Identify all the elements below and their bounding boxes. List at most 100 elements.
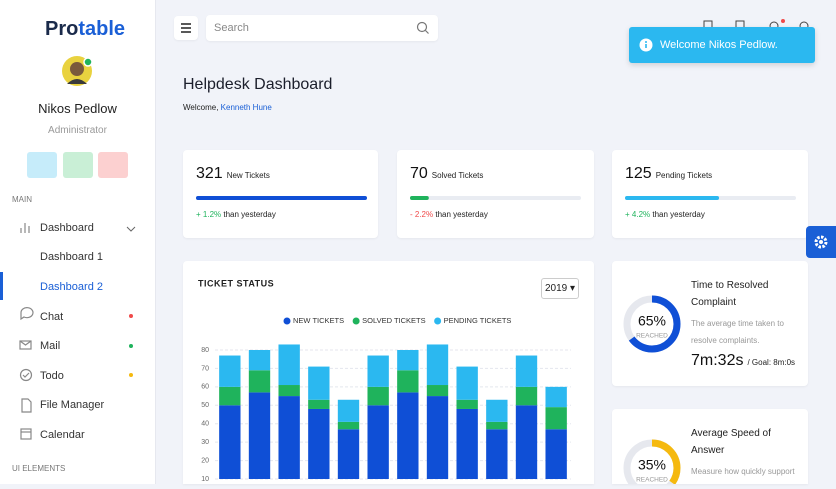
kpi-title: Average Speed of Answer xyxy=(691,428,771,456)
y-tick-label: 80 xyxy=(201,347,209,354)
progress-track xyxy=(410,196,581,200)
progress-bar xyxy=(625,196,720,200)
bar xyxy=(426,396,449,479)
section-label: UI ELEMENTS xyxy=(12,464,66,473)
brand[interactable]: Protable xyxy=(45,18,125,41)
chart-title: TICKET STATUS xyxy=(198,278,274,288)
bar xyxy=(367,386,389,406)
ring-percent: 35% xyxy=(638,457,666,473)
stat-card: 321 New Tickets + 1.2% than yesterday xyxy=(183,150,378,238)
menu-toggle[interactable] xyxy=(174,16,198,40)
bar xyxy=(248,370,271,393)
settings-tab[interactable] xyxy=(806,226,836,258)
menu-item[interactable]: File Manager xyxy=(40,399,105,411)
section-label: MAIN xyxy=(12,195,32,204)
kpi-desc: The average time taken to resolve compla… xyxy=(691,319,784,345)
menu-item[interactable]: Dashboard 2 xyxy=(40,281,103,293)
stat-head: 70 Solved Tickets xyxy=(410,165,483,183)
menu-item[interactable]: Chat xyxy=(40,311,64,323)
bar xyxy=(545,386,567,408)
ring: 35% REACHED xyxy=(623,439,681,484)
bar xyxy=(278,344,300,386)
ring-arc xyxy=(623,295,681,353)
menu-icons xyxy=(19,223,34,440)
stat-card: 70 Solved Tickets - 2.2% than yesterday xyxy=(397,150,594,238)
stat-card: 125 Pending Tickets + 4.2% than yesterday xyxy=(612,150,808,238)
legend-label: NEW TICKETS xyxy=(293,316,344,325)
bar xyxy=(367,405,389,479)
brand-a: Pro xyxy=(45,18,79,40)
y-tick-label: 50 xyxy=(201,402,209,409)
stat-value: 70 xyxy=(410,165,428,182)
kpi-time-row: 7m:32s / Goal: 8m:0s xyxy=(691,352,795,370)
bar xyxy=(515,405,538,479)
search-box[interactable]: Search xyxy=(206,15,438,41)
menu-item[interactable]: Todo xyxy=(40,370,64,382)
bar xyxy=(515,355,538,387)
kpi-title: Time to Resolved Complaint xyxy=(691,280,769,308)
progress-bar xyxy=(410,196,429,200)
info-icon xyxy=(639,38,653,52)
kpi-desc: Measure how quickly support xyxy=(691,467,795,476)
toast[interactable]: Welcome Nikos Pedlow. xyxy=(629,27,815,63)
menu-item[interactable]: Mail xyxy=(40,340,61,352)
progress xyxy=(625,196,796,200)
stat-change: + 1.2% than yesterday xyxy=(196,210,276,219)
welcome-name[interactable]: Kenneth Hune xyxy=(220,103,272,112)
menu-item[interactable]: Calendar xyxy=(40,429,85,441)
bar xyxy=(397,392,419,479)
settings-button[interactable] xyxy=(63,152,93,178)
status-dot xyxy=(129,344,133,348)
ring-reached: REACHED xyxy=(636,477,668,484)
stat-change: - 2.2% than yesterday xyxy=(410,210,488,219)
bar xyxy=(278,385,300,397)
y-tick-label: 10 xyxy=(201,476,209,483)
bar xyxy=(486,399,508,422)
menu-item[interactable]: Dashboard 1 xyxy=(40,251,103,263)
stat-value: 125 xyxy=(625,165,652,182)
bar xyxy=(456,366,478,400)
bar xyxy=(486,429,508,479)
chart: TICKET STATUS 10 20 30 40 50 60 70 80 NEW TICKET… xyxy=(198,278,571,483)
bar xyxy=(426,385,449,397)
y-tick-label: 20 xyxy=(201,457,209,464)
bar xyxy=(278,396,300,479)
welcome: Welcome, Kenneth Hune xyxy=(183,103,272,112)
kpi-goal: / Goal: 8m:0s xyxy=(747,358,796,367)
bar xyxy=(456,408,478,479)
bar xyxy=(337,429,360,479)
legend-swatch xyxy=(352,317,360,325)
search-placeholder: Search xyxy=(214,22,249,34)
kpi-card: 35% REACHED Average Speed of Answer Measure… xyxy=(612,409,808,484)
brand-b: table xyxy=(78,18,126,40)
y-tick-label: 30 xyxy=(201,439,209,446)
y-tick-label: 70 xyxy=(201,365,209,372)
ring-percent: 65% xyxy=(638,313,666,329)
bar xyxy=(367,355,389,387)
kpi-card: 65% REACHED Time to Resolved Complaint The … xyxy=(612,261,808,386)
profile-button[interactable] xyxy=(27,152,57,178)
active-indicator xyxy=(0,272,3,300)
stat-label: Solved Tickets xyxy=(431,171,484,180)
y-tick-label: 40 xyxy=(201,421,209,428)
status-dot xyxy=(129,314,133,318)
progress xyxy=(196,196,367,200)
legend-label: PENDING TICKETS xyxy=(444,316,512,325)
user-role: Administrator xyxy=(48,125,107,136)
change-value: + 4.2% xyxy=(625,210,651,219)
change-text: than yesterday xyxy=(223,210,276,219)
stat-head: 125 Pending Tickets xyxy=(625,165,712,183)
y-tick-label: 60 xyxy=(201,384,209,391)
bar xyxy=(545,407,567,430)
status-dot xyxy=(129,373,133,377)
logout-button[interactable] xyxy=(98,152,128,178)
bar xyxy=(337,421,360,430)
stat-head: 321 New Tickets xyxy=(196,165,270,183)
ticket-status-card: TICKET STATUS 10 20 30 40 50 60 70 80 NEW TICKET… xyxy=(183,261,594,484)
bar xyxy=(426,344,449,386)
bar xyxy=(219,405,241,479)
search-icon xyxy=(416,21,429,34)
menu-item[interactable]: Dashboard xyxy=(40,222,94,234)
bar xyxy=(515,386,538,406)
year-select[interactable]: 2019 ▾ xyxy=(541,278,579,299)
